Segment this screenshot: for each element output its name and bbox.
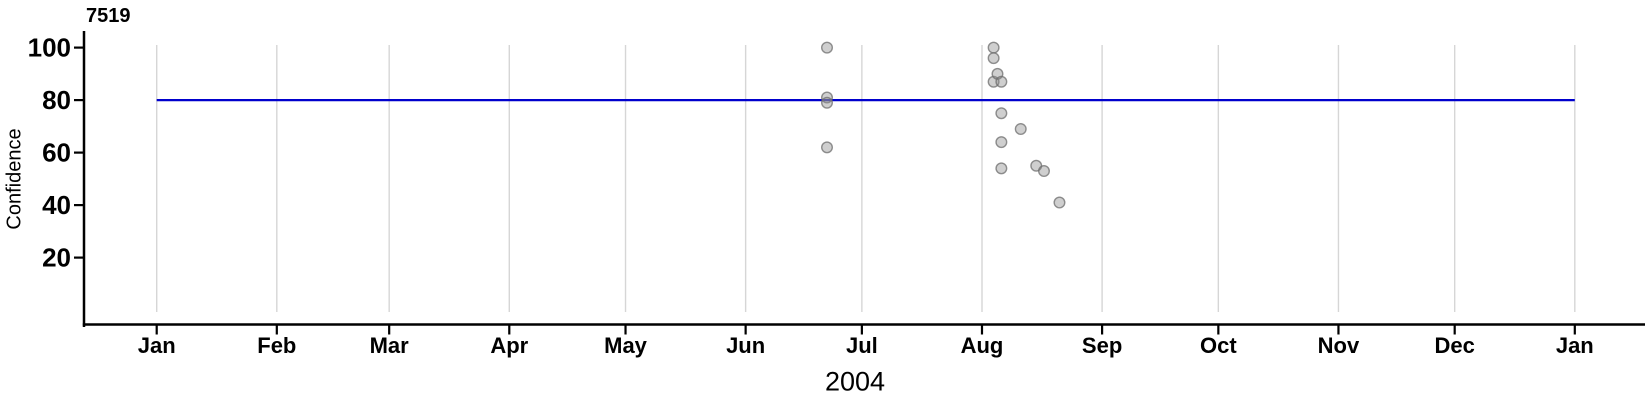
data-point (987, 41, 1000, 54)
x-tick-label: Apr (490, 333, 528, 358)
data-point (995, 75, 1008, 88)
data-point (821, 141, 834, 154)
data-point (821, 41, 834, 54)
data-point (995, 107, 1008, 120)
x-tick-label: Dec (1435, 333, 1475, 358)
x-axis-title: 2004 (824, 366, 886, 397)
y-tick-label: 60 (42, 138, 71, 168)
x-tick-label: Jan (1556, 333, 1594, 358)
y-tick-label: 20 (42, 243, 71, 273)
data-point (1014, 122, 1027, 135)
x-tick-label: Mar (370, 333, 410, 358)
y-tick-label: 100 (28, 33, 71, 63)
x-tick-label: Jan (138, 333, 176, 358)
data-point (821, 96, 834, 109)
x-tick-label: Jul (846, 333, 878, 358)
x-tick-label: Sep (1082, 333, 1122, 358)
x-tick-label: Jun (726, 333, 765, 358)
y-axis-title: Confidence (3, 128, 26, 230)
chart-title: 7519 (86, 5, 131, 27)
x-tick-label: Oct (1200, 333, 1237, 358)
y-tick-label: 80 (42, 85, 71, 115)
x-tick-label: Nov (1318, 333, 1360, 358)
data-point (995, 162, 1008, 175)
data-point (1037, 164, 1050, 177)
data-point (1053, 196, 1066, 209)
x-tick-label: May (604, 333, 648, 358)
data-point (987, 52, 1000, 65)
x-tick-label: Feb (257, 333, 296, 358)
data-point (995, 136, 1008, 149)
x-tick-label: Aug (961, 333, 1004, 358)
y-tick-label: 40 (42, 190, 71, 220)
